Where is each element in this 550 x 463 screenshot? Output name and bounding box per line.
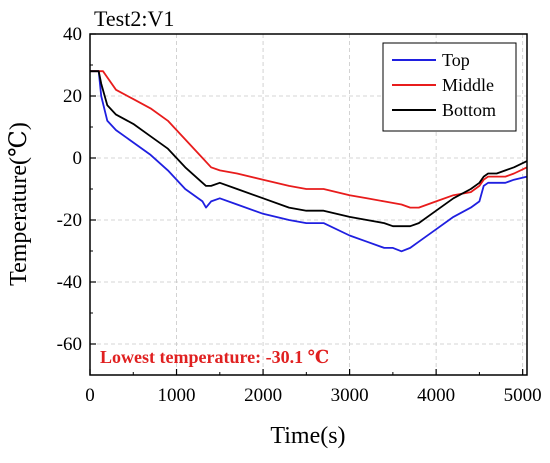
x-axis-title: Time(s) bbox=[270, 423, 345, 449]
legend-label-top: Top bbox=[442, 50, 470, 70]
lowest-temperature-annotation: Lowest temperature: -30.1 ℃ bbox=[100, 347, 329, 367]
x-tick-label: 5000 bbox=[504, 385, 542, 406]
y-tick-label: -60 bbox=[57, 334, 82, 355]
plot-border bbox=[89, 33, 528, 376]
y-tick-label: 20 bbox=[63, 86, 82, 107]
x-tick-label: 4000 bbox=[417, 385, 455, 406]
x-tick-label: 2000 bbox=[244, 385, 282, 406]
series-line-middle bbox=[90, 70, 528, 209]
series-line-top bbox=[90, 70, 528, 253]
y-axis-title: Temperature(℃) bbox=[6, 122, 32, 286]
series-line-bottom bbox=[90, 70, 528, 228]
legend-box bbox=[382, 42, 517, 132]
series-lines bbox=[90, 70, 528, 253]
x-tick-label: 1000 bbox=[158, 385, 196, 406]
ticks: 0 1000 2000 3000 4000 5000 -60 -40 -20 0 20 40 bbox=[57, 24, 542, 406]
legend-label-middle: Middle bbox=[442, 75, 494, 95]
y-tick-label: 40 bbox=[63, 24, 82, 45]
x-tick-label: 3000 bbox=[331, 385, 369, 406]
x-tick-label: 0 bbox=[85, 385, 95, 406]
legend: Top Middle Bottom bbox=[382, 42, 517, 132]
y-tick-label: -20 bbox=[57, 210, 82, 231]
legend-label-bottom: Bottom bbox=[442, 100, 496, 120]
chart-title: Test2:V1 bbox=[94, 6, 174, 31]
y-tick-label: -40 bbox=[57, 272, 82, 293]
y-tick-label: 0 bbox=[73, 148, 83, 169]
